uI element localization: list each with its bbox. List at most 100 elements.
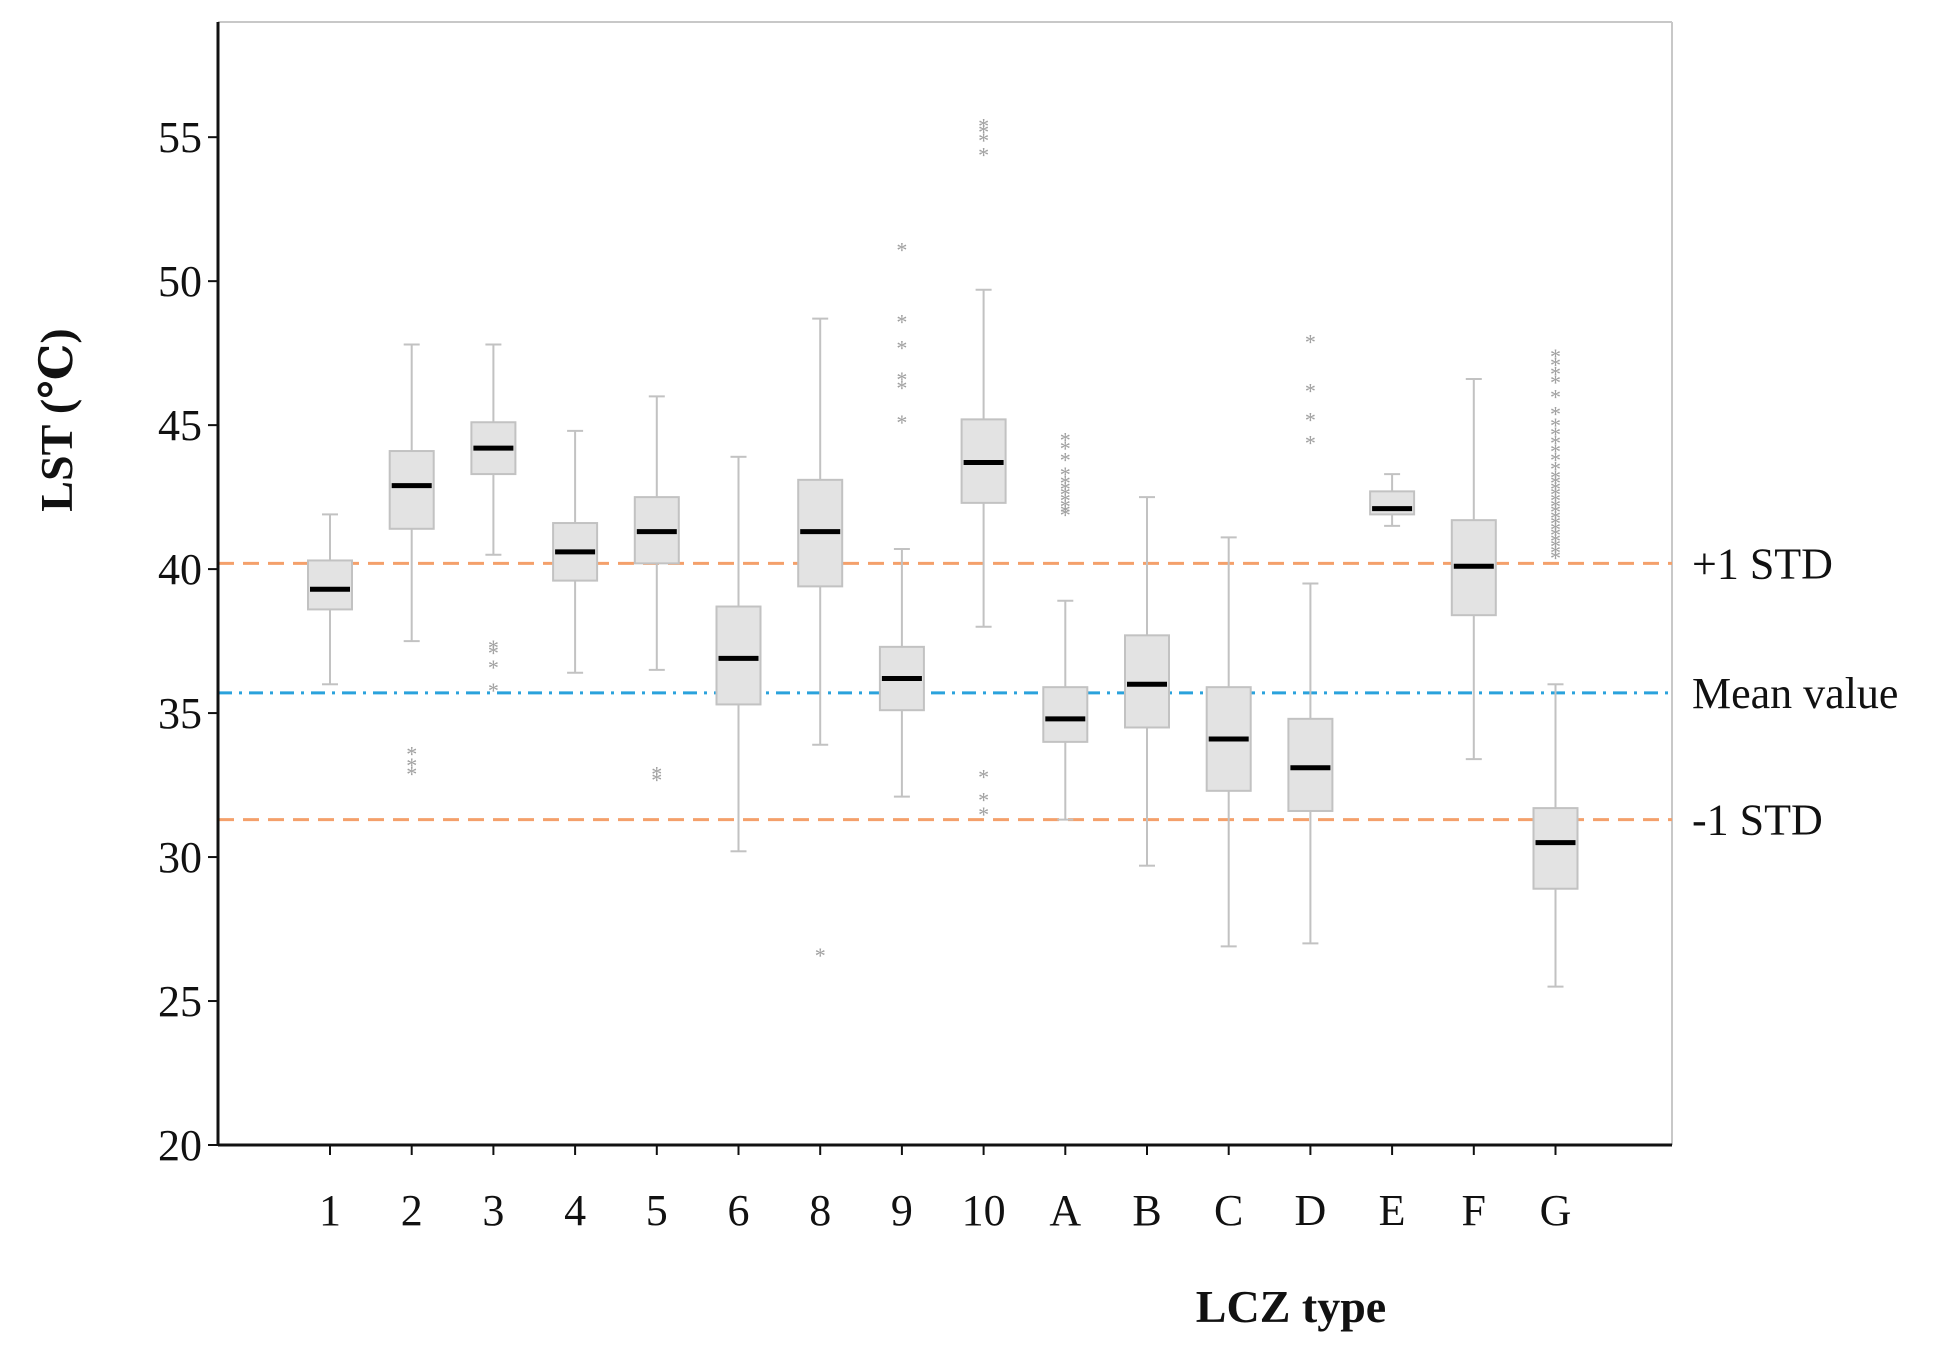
minus-std-line-label: -1 STD [1692,796,1823,845]
outlier-marker: * [1305,407,1316,432]
outlier-marker: * [1060,494,1071,519]
box-3: **** [470,343,517,703]
outlier-marker: * [488,635,499,660]
outlier-marker: * [1550,422,1561,447]
x-tick-label: C [1214,1186,1243,1235]
x-tick-label: 6 [728,1186,750,1235]
outlier-marker: * [1305,379,1316,404]
outlier-marker: * [1550,505,1561,530]
box-iqr [388,450,435,530]
outlier-marker: * [978,764,989,789]
x-tick-label: D [1295,1186,1327,1235]
outlier-marker: * [896,237,907,262]
plus-std-line-label: +1 STD [1692,539,1833,588]
outlier-marker: * [1550,488,1561,513]
x-tick-label: B [1132,1186,1161,1235]
outlier-marker: * [1550,384,1561,409]
outlier-marker: * [978,802,989,827]
x-tick-label: 1 [319,1186,341,1235]
outlier-marker: * [1550,511,1561,536]
outlier-marker: * [1550,471,1561,496]
outlier-marker: * [1060,502,1071,527]
outlier-marker: * [1550,500,1561,525]
outlier-marker: * [1060,482,1071,507]
outlier-marker: * [896,335,907,360]
outlier-marker: * [1550,476,1561,501]
outlier-marker: * [1305,430,1316,455]
outlier-marker: * [1060,462,1071,487]
box-F [1450,378,1497,761]
box-G: *************************** [1532,344,1579,988]
outlier-marker: * [651,767,662,792]
outlier-marker: * [815,943,826,968]
x-tick-label: G [1540,1186,1572,1235]
x-tick-label: 3 [482,1186,504,1235]
outlier-marker: * [1550,482,1561,507]
box-6 [715,455,762,853]
y-tick-label: 35 [158,689,202,738]
outlier-marker: * [1550,344,1561,369]
box-10: ******* [960,114,1007,827]
outlier-marker: * [1550,465,1561,490]
outlier-marker: * [1060,488,1071,513]
outlier-marker: * [978,142,989,167]
outlier-marker: * [1550,494,1561,519]
box-9: ****** [878,237,925,798]
outlier-marker: * [1060,500,1071,525]
outlier-marker: * [406,741,417,766]
outlier-marker: * [1550,361,1561,386]
outlier-marker: * [896,309,907,334]
outlier-marker: * [1550,534,1561,559]
outlier-marker: * [1550,517,1561,542]
x-tick-label: 5 [646,1186,668,1235]
outlier-marker: * [1550,546,1561,571]
outlier-marker: * [978,787,989,812]
outlier-marker: * [1550,448,1561,473]
box-5: ** [633,395,680,792]
outlier-marker: * [1305,330,1316,355]
x-tick-label: 9 [891,1186,913,1235]
outlier-marker: * [1060,436,1071,461]
outlier-marker: * [406,753,417,778]
box-4 [552,429,599,674]
outlier-marker: * [651,762,662,787]
outlier-marker: * [1550,413,1561,438]
outlier-marker: * [1060,448,1071,473]
y-tick-label: 40 [158,545,202,594]
box-iqr [1287,717,1334,812]
y-tick-label: 30 [158,833,202,882]
outlier-marker: * [1550,439,1561,464]
x-tick-label: 4 [564,1186,586,1235]
box-C [1205,536,1252,948]
x-tick-label: 2 [401,1186,423,1235]
box-iqr [1532,807,1579,890]
box-D: **** [1287,330,1334,945]
outlier-marker: * [488,678,499,703]
y-tick-label: 25 [158,977,202,1026]
outlier-marker: * [488,641,499,666]
outlier-marker: * [1550,430,1561,455]
box-1 [307,513,353,686]
box-E [1369,473,1416,527]
box-8: * [797,317,844,968]
x-tick-label: 8 [809,1186,831,1235]
outlier-marker: * [1550,528,1561,553]
outlier-marker: * [1550,456,1561,481]
outlier-marker: * [1550,370,1561,395]
box-iqr [1042,686,1089,743]
outlier-marker: * [896,376,907,401]
y-axis-title: LST (℃) [31,328,82,511]
x-tick-label: A [1049,1186,1081,1235]
y-tick-label: 45 [158,401,202,450]
box-A: *********** [1042,428,1089,821]
outlier-marker: * [896,367,907,392]
y-tick-label: 50 [158,257,202,306]
outlier-marker: * [406,762,417,787]
outlier-marker: * [488,655,499,680]
mean-line-label: Mean value [1692,669,1898,718]
outlier-marker: * [978,128,989,153]
outlier-marker: * [1550,540,1561,565]
x-tick-label: 10 [962,1186,1006,1235]
